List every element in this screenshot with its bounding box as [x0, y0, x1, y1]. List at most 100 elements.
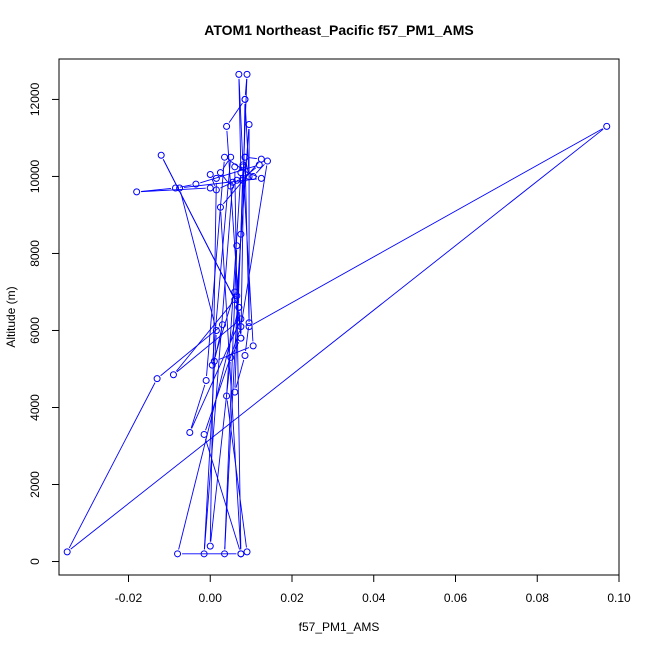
series-line-segment: [242, 171, 254, 342]
data-point: [200, 430, 208, 438]
y-tick-label: 2000: [28, 471, 42, 498]
data-point: [223, 392, 231, 400]
data-point: [229, 178, 237, 186]
data-point: [219, 321, 227, 329]
data-point: [235, 303, 243, 311]
data-point: [216, 203, 224, 211]
series-line-segment: [241, 165, 268, 323]
data-point: [176, 184, 184, 192]
series-line-segment: [246, 167, 257, 176]
series-line-segment: [211, 178, 216, 186]
series-line-segment: [162, 159, 234, 296]
data-point: [210, 357, 218, 365]
chart-title: ATOM1 Northeast_Pacific f57_PM1_AMS: [204, 22, 473, 38]
data-point: [231, 288, 239, 296]
data-point: [200, 550, 208, 558]
x-axis: -0.02 0.00 0.02 0.04 0.06 0.08 0.10: [115, 575, 631, 605]
data-point: [235, 70, 243, 78]
data-point: [233, 292, 241, 300]
data-point: [227, 353, 235, 361]
y-axis: 0 2000 4000 6000 8000 10000 12000: [28, 82, 59, 565]
series-line-segment: [191, 322, 240, 429]
series-line-segment: [240, 103, 246, 334]
x-tick-label: 0.02: [280, 591, 304, 605]
y-tick-label: 8000: [28, 240, 42, 267]
series-line-segment: [245, 327, 249, 352]
data-point: [157, 151, 165, 159]
series-line-segment: [200, 165, 256, 184]
series-line-segment: [180, 192, 216, 327]
series-line-segment: [244, 78, 248, 95]
y-tick-label: 6000: [28, 317, 42, 344]
series-line-segment: [255, 164, 265, 174]
data-point: [231, 388, 239, 396]
x-tick-label: 0.06: [444, 591, 468, 605]
series-line-segment: [206, 161, 225, 377]
data-point: [63, 548, 71, 556]
data-point: [245, 120, 253, 128]
data-point: [249, 172, 257, 180]
x-tick-label: 0.04: [362, 591, 386, 605]
series-line-segment: [179, 184, 192, 188]
x-tick-label: 0.10: [607, 591, 631, 605]
series-line-segment: [235, 359, 245, 388]
series-line-segment: [223, 162, 259, 205]
data-point: [241, 153, 249, 161]
series-line-segment: [213, 296, 234, 361]
series-line-segment: [205, 330, 240, 431]
data-point: [174, 550, 182, 558]
data-point: [206, 171, 214, 179]
series-line-segment: [68, 382, 156, 549]
data-point: [237, 230, 245, 238]
data-point: [245, 323, 253, 331]
data-point: [216, 169, 224, 177]
y-axis-label: Altitude (m): [4, 286, 18, 347]
y-tick-label: 12000: [28, 82, 42, 116]
series-line-segment: [203, 334, 217, 550]
series-line-segment: [234, 171, 242, 550]
series-layer: [63, 70, 611, 558]
data-point: [263, 157, 271, 165]
data-point: [233, 176, 241, 184]
series-line-segment: [249, 157, 257, 160]
data-point: [206, 184, 214, 192]
series-line-segment: [160, 327, 220, 377]
data-point: [239, 163, 247, 171]
series-line-segment: [70, 128, 604, 550]
data-point: [239, 161, 247, 169]
data-point: [208, 361, 216, 369]
data-point: [243, 70, 251, 78]
data-point: [133, 188, 141, 196]
series-line-segment: [204, 186, 233, 550]
data-point: [206, 542, 214, 550]
data-point: [243, 548, 251, 556]
data-point: [153, 375, 161, 383]
data-point: [186, 429, 194, 437]
plot-frame: [58, 58, 620, 576]
y-tick-label: 4000: [28, 394, 42, 421]
series-line-segment: [245, 161, 249, 173]
series-line-segment: [238, 78, 244, 161]
data-point: [223, 122, 231, 130]
data-point: [202, 377, 210, 385]
data-point: [221, 550, 229, 558]
series-line-segment: [222, 175, 229, 183]
data-point: [171, 184, 179, 192]
series-line-segment: [210, 361, 231, 542]
data-point: [239, 174, 247, 182]
x-tick-label: 0.00: [199, 591, 223, 605]
data-point: [231, 296, 239, 304]
data-point: [241, 352, 249, 360]
series-line-segment: [244, 103, 250, 172]
data-point: [192, 180, 200, 188]
series-line-segment: [176, 321, 238, 373]
series-line-segment: [190, 384, 206, 429]
data-point: [257, 174, 265, 182]
data-point: [245, 172, 253, 180]
series-line-segment: [226, 400, 247, 548]
x-tick-label: -0.02: [115, 591, 143, 605]
data-point: [237, 315, 245, 323]
data-point: [227, 182, 235, 190]
